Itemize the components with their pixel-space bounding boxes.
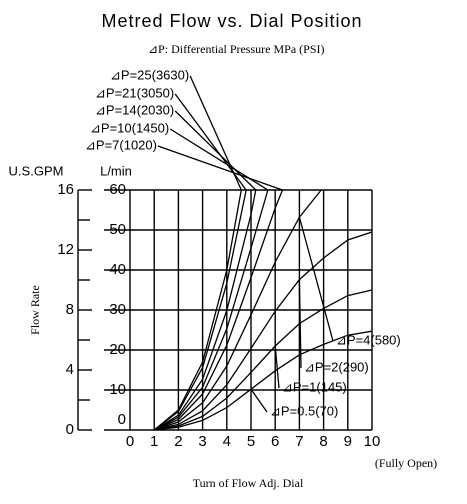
y-tick-label: 10 [109,381,126,398]
x-tick-label: 9 [344,433,352,450]
y-tick-label: 40 [109,261,126,278]
series-label: ⊿P=0.5(70) [270,403,338,418]
leader-line [274,345,280,389]
x-tick-label: 3 [198,433,206,450]
chart-title: Metred Flow vs. Dial Position [101,11,362,31]
series-label: ⊿P=21(3050) [95,85,174,100]
y2-tick-label: 4 [66,361,74,378]
flow-curve [153,189,247,431]
x-tick-label: 0 [126,433,134,450]
leader-line [157,145,283,191]
y-tick-label: 0 [118,411,126,428]
series-label: ⊿P=25(3630) [110,67,189,82]
flow-curve [153,189,269,431]
x-tick-label: 2 [174,433,182,450]
leader-line [174,110,257,191]
series-label: ⊿P=7(1020) [85,137,157,152]
y2-tick-label: 8 [66,301,74,318]
leader-line [169,128,269,191]
y-tick-label: 50 [109,221,126,238]
x-tick-label: 1 [150,433,158,450]
y-tick-label: 30 [109,301,126,318]
y2-unit: U.S.GPM [9,163,64,178]
series-label: ⊿P=10(1450) [90,120,169,135]
y2-tick-label: 0 [66,421,74,438]
flow-curve [154,330,373,431]
y-axis-title: Flow Rate [28,285,42,335]
flow-curve [153,189,257,431]
series-label: ⊿P=14(2030) [95,102,174,117]
x-tick-label: 4 [223,433,231,450]
leader-line [298,217,334,342]
x-tick-label: 5 [247,433,255,450]
y2-tick-label: 16 [57,181,74,198]
x-tick-label: 8 [319,433,327,450]
x-axis-title: Turn of Flow Adj. Dial [193,476,304,490]
flow-curve [153,189,284,431]
leader-line [174,93,247,191]
x-tick-label: 10 [364,433,381,450]
flow-curve [153,189,242,431]
series-label: ⊿P=1(145) [282,379,347,394]
y-tick-label: 60 [109,181,126,198]
y-tick-label: 20 [109,341,126,358]
flow-curve [154,289,373,431]
y-unit: L/min [100,163,132,178]
series-label: ⊿P=4(580) [336,332,401,347]
x-tick-label: 6 [271,433,279,450]
note: ⊿P: Differential Pressure MPa (PSI) [148,42,324,56]
flow-curve [154,231,373,431]
leader-line [250,388,268,413]
x-tick-label: 7 [295,433,303,450]
y2-tick-label: 12 [57,241,74,258]
x-end-note: (Fully Open) [375,456,437,470]
series-label: ⊿P=2(290) [304,359,369,374]
flow-curve [153,189,322,431]
